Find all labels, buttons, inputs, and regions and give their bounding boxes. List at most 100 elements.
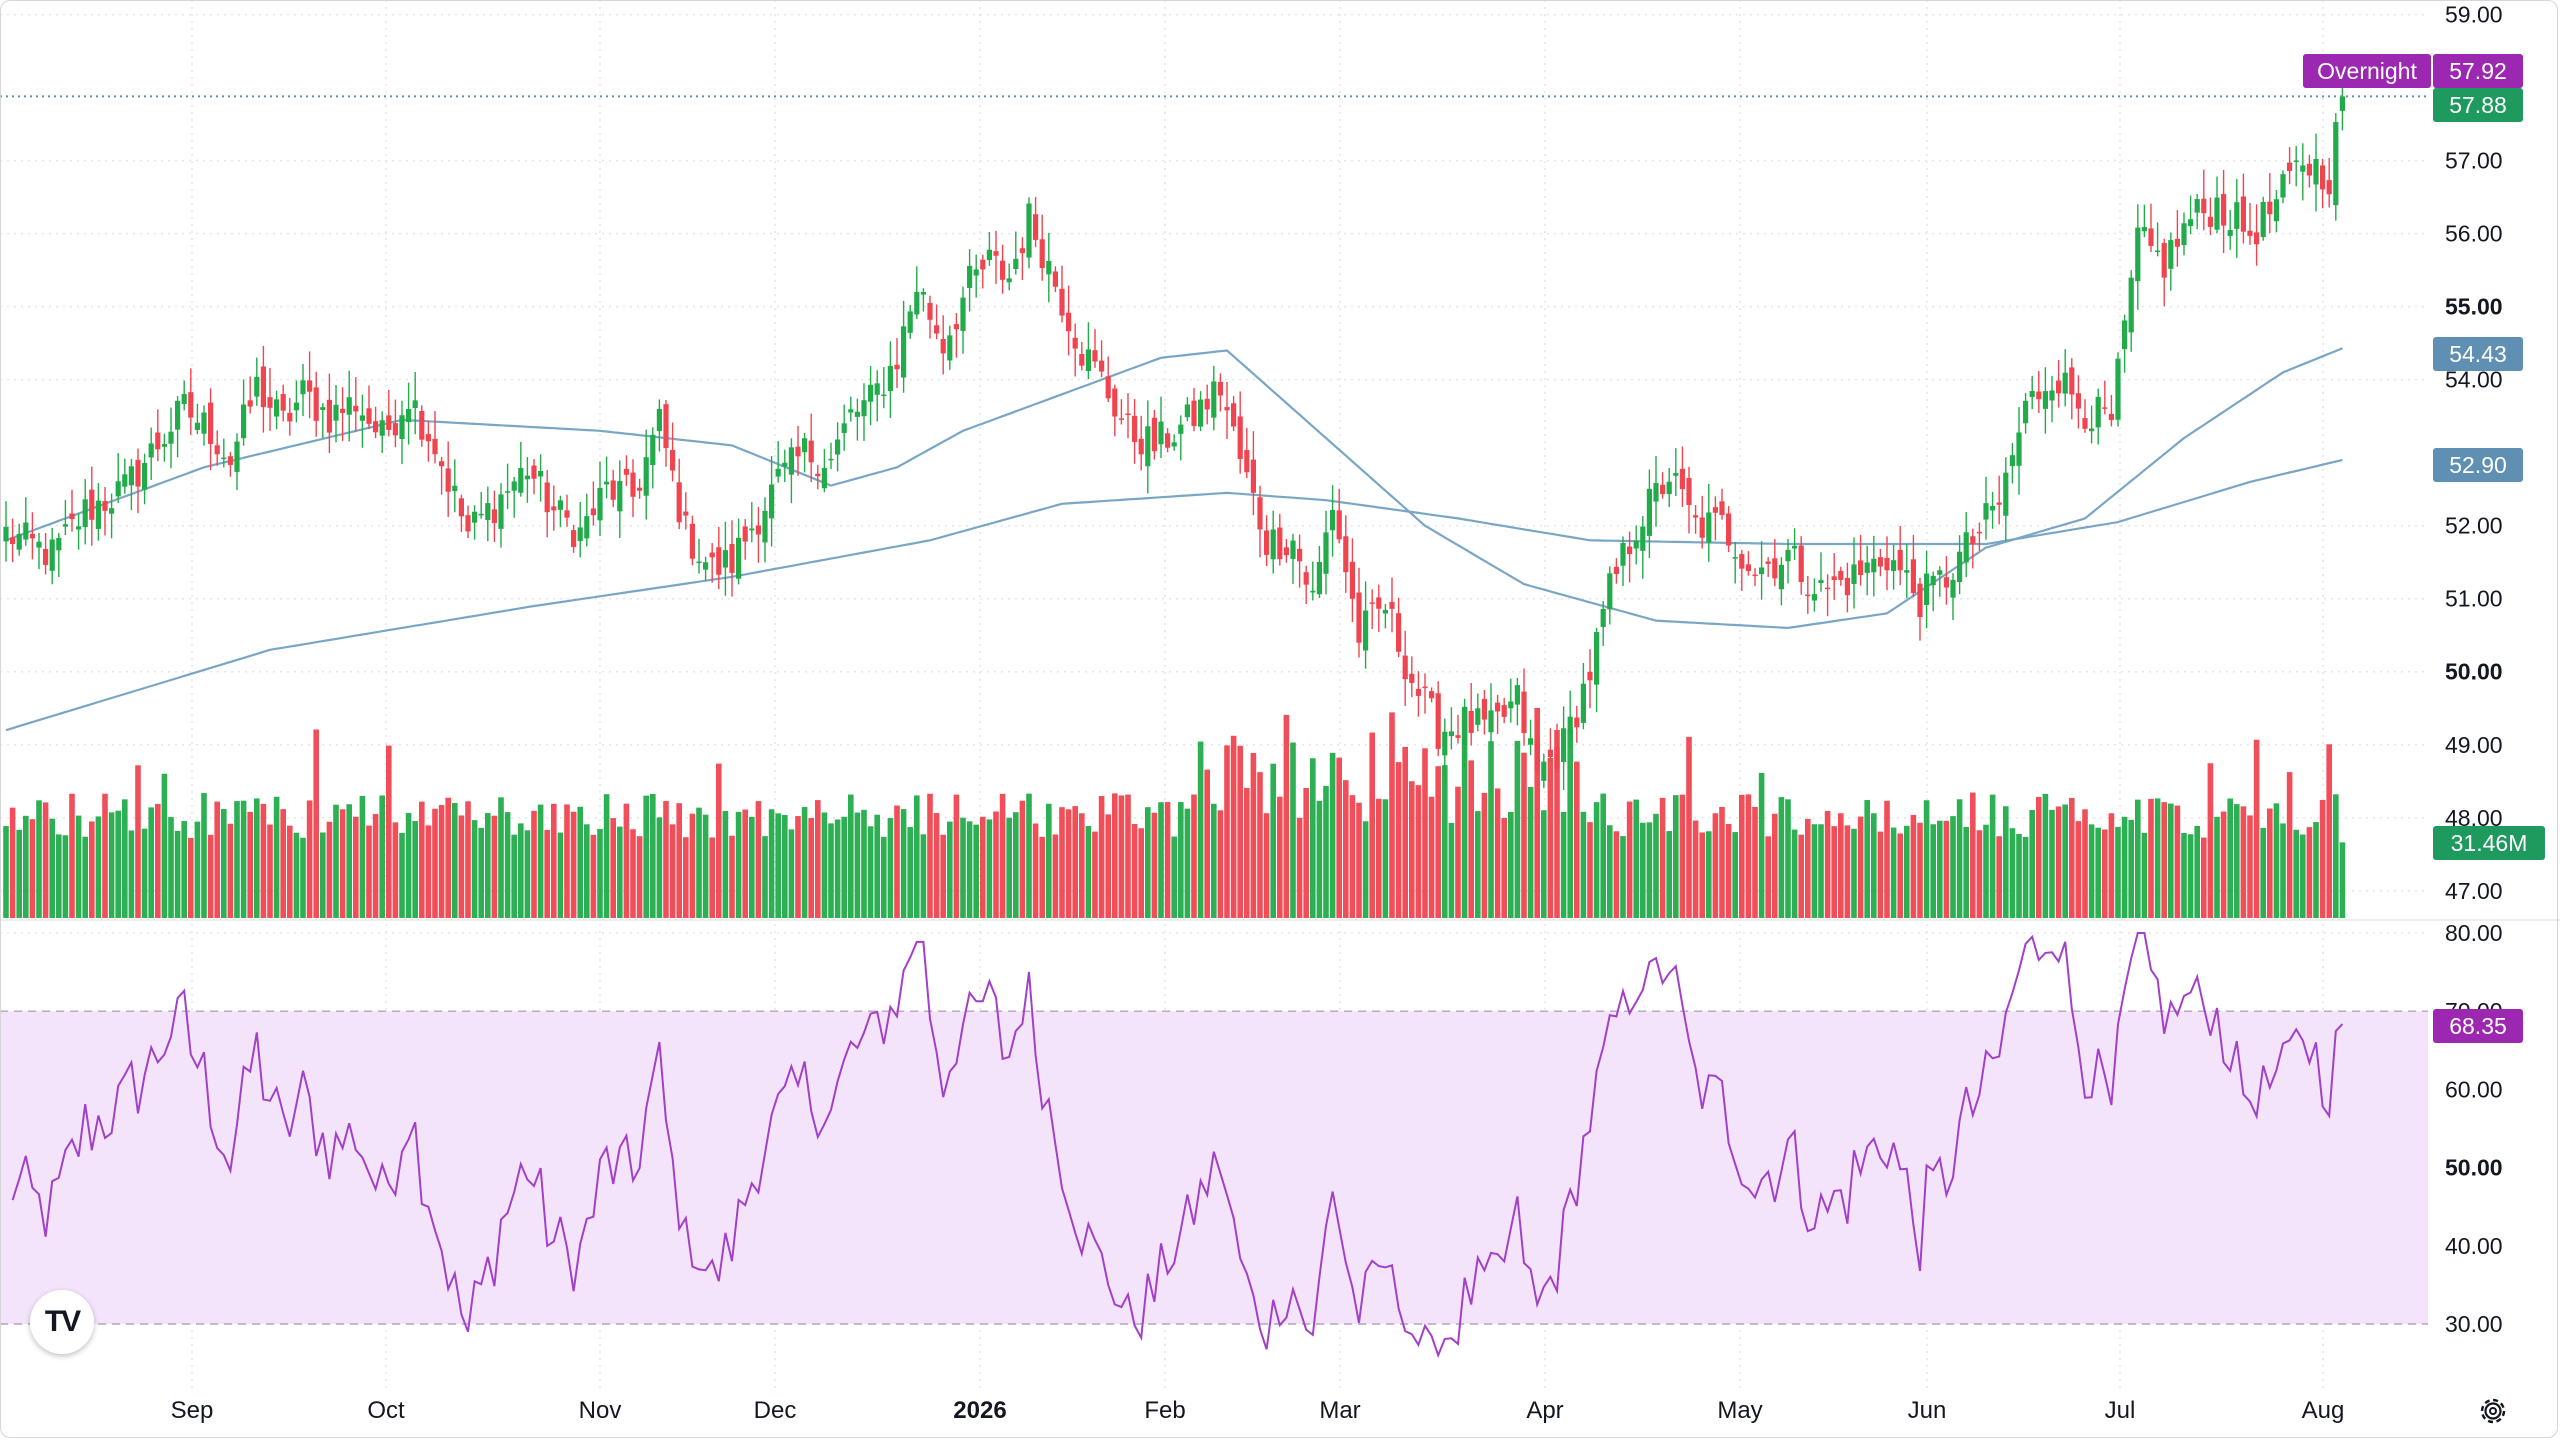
volume-bar [993,811,999,918]
candle [346,370,352,442]
candle [2168,232,2174,291]
candle-body [313,387,319,421]
candle-body [29,533,35,539]
volume-bar [2181,832,2187,918]
candle-body [1316,561,1322,595]
candle-body [95,500,101,529]
candle [1462,698,1468,769]
volume-bar [254,798,260,918]
candle-body [934,325,940,334]
volume-bar [29,819,36,918]
rsi-line [11,932,2344,1359]
volume-bar [2247,815,2253,918]
candle-body [1963,532,1969,563]
rsi-tick-label: 30.00 [2445,1311,2503,1337]
candle [762,497,768,563]
volume-bar [1772,813,1778,918]
volume-bar [676,803,682,918]
candle-body [617,481,623,512]
candle-body [2254,232,2260,245]
candle-body [1976,531,1982,534]
volume-bar [881,836,887,918]
candle-body [1653,483,1659,502]
candle-body [524,475,530,480]
candle-body [2082,418,2088,429]
volume-bar [1065,809,1072,918]
volume-bar [696,807,702,918]
volume-bar [2036,796,2042,918]
candle [696,538,702,574]
candle [1244,427,1250,479]
candle [102,487,108,536]
candle [1092,329,1098,368]
candle-body [808,440,814,463]
candle [82,479,88,545]
price-tick-label: 47.00 [2445,878,2503,904]
volume-bar [1560,811,1567,918]
candle-body [795,446,801,457]
candle [1653,456,1659,527]
volume-bar [1343,780,1349,918]
candle-body [630,472,636,497]
candle-body [670,449,676,471]
volume-bar [669,824,676,918]
candle [1739,549,1745,591]
candle-body [2102,407,2108,409]
volume-bar [260,803,267,918]
candle [1026,197,1032,269]
price-tick-label: 55.00 [2445,294,2503,320]
candle-body [993,251,999,256]
candle [2155,222,2161,257]
volume-bar [2187,834,2194,918]
candle [1726,506,1732,553]
candle [2201,169,2207,231]
volume-bar [1184,808,1191,918]
candle [1422,673,1428,714]
candle-body [2135,227,2141,282]
candle-body [986,249,992,261]
volume-bar [1409,781,1415,918]
candle [1745,551,1751,576]
price-tick-label: 56.00 [2445,221,2503,247]
candle-body [2168,240,2174,269]
candle [412,372,418,435]
candle [1547,728,1553,762]
candle [1514,677,1520,726]
volume-bar [485,813,491,918]
volume-bar [1580,811,1587,918]
volume-bar [980,816,986,918]
candle-body [1138,438,1144,455]
candle-body [23,522,29,540]
candle [2214,176,2220,234]
candle [2161,238,2167,307]
volume-bar [927,793,933,918]
candle-body [2280,174,2286,198]
time-axis-label: Jul [2105,1397,2136,1424]
candle [1151,409,1157,460]
candle [1693,505,1699,534]
candle [445,441,451,517]
volume-bar [1521,752,1527,918]
settings-gear-icon[interactable] [2476,1394,2510,1428]
volume-bar [1706,831,1712,918]
candle-body [1851,564,1857,584]
volume-bar [782,814,788,918]
volume-bar [524,830,531,918]
volume-bar [1758,772,1765,918]
candle [775,441,781,483]
tradingview-logo[interactable]: TV [30,1290,94,1354]
volume-bar [2260,827,2266,918]
candle [1950,573,1956,621]
volume-bar [2062,804,2068,918]
candle [458,494,464,533]
volume-bar [1653,813,1659,918]
candle-body [577,527,583,541]
volume-bar [1191,794,1197,918]
candle-body [2181,223,2187,246]
candle [2326,157,2332,208]
candle [782,449,788,483]
volume-bar [1739,794,1745,918]
candle [1079,342,1085,371]
